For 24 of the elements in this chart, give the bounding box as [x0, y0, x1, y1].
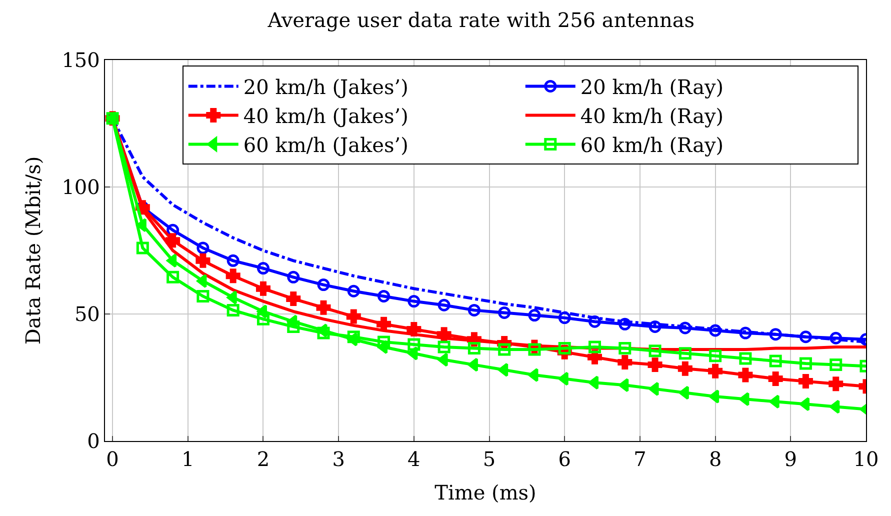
- x-tick-label: 7: [634, 447, 646, 472]
- legend-label: 60 km/h (Jakes’): [243, 133, 408, 158]
- x-tick-label: 0: [106, 447, 119, 472]
- x-tick-label: 2: [256, 447, 270, 472]
- legend-label: 40 km/h (Ray): [580, 104, 724, 128]
- x-tick-label: 3: [332, 447, 345, 472]
- x-axis-title: Time (ms): [434, 480, 536, 505]
- x-tick-label: 8: [708, 447, 722, 472]
- x-tick-label: 6: [558, 447, 571, 472]
- y-tick-label: 100: [62, 175, 100, 199]
- legend-label: 60 km/h (Ray): [580, 133, 724, 158]
- x-tick-label: 1: [182, 447, 194, 472]
- x-tick-label: 4: [408, 447, 420, 472]
- x-tick-label: 9: [784, 447, 798, 472]
- y-tick-label: 150: [62, 48, 100, 72]
- legend-label: 40 km/h (Jakes’): [243, 104, 408, 128]
- x-tick-label: 10: [853, 447, 879, 472]
- chart-title: Average user data rate with 256 antennas: [266, 8, 695, 32]
- legend-label: 20 km/h (Jakes’): [243, 75, 408, 100]
- y-tick-label: 50: [74, 302, 100, 326]
- y-axis-title: Data Rate (Mbit/s): [21, 156, 46, 345]
- y-tick-label: 0: [87, 429, 100, 453]
- x-tick-label: 5: [482, 447, 496, 472]
- legend-label: 20 km/h (Ray): [580, 75, 724, 100]
